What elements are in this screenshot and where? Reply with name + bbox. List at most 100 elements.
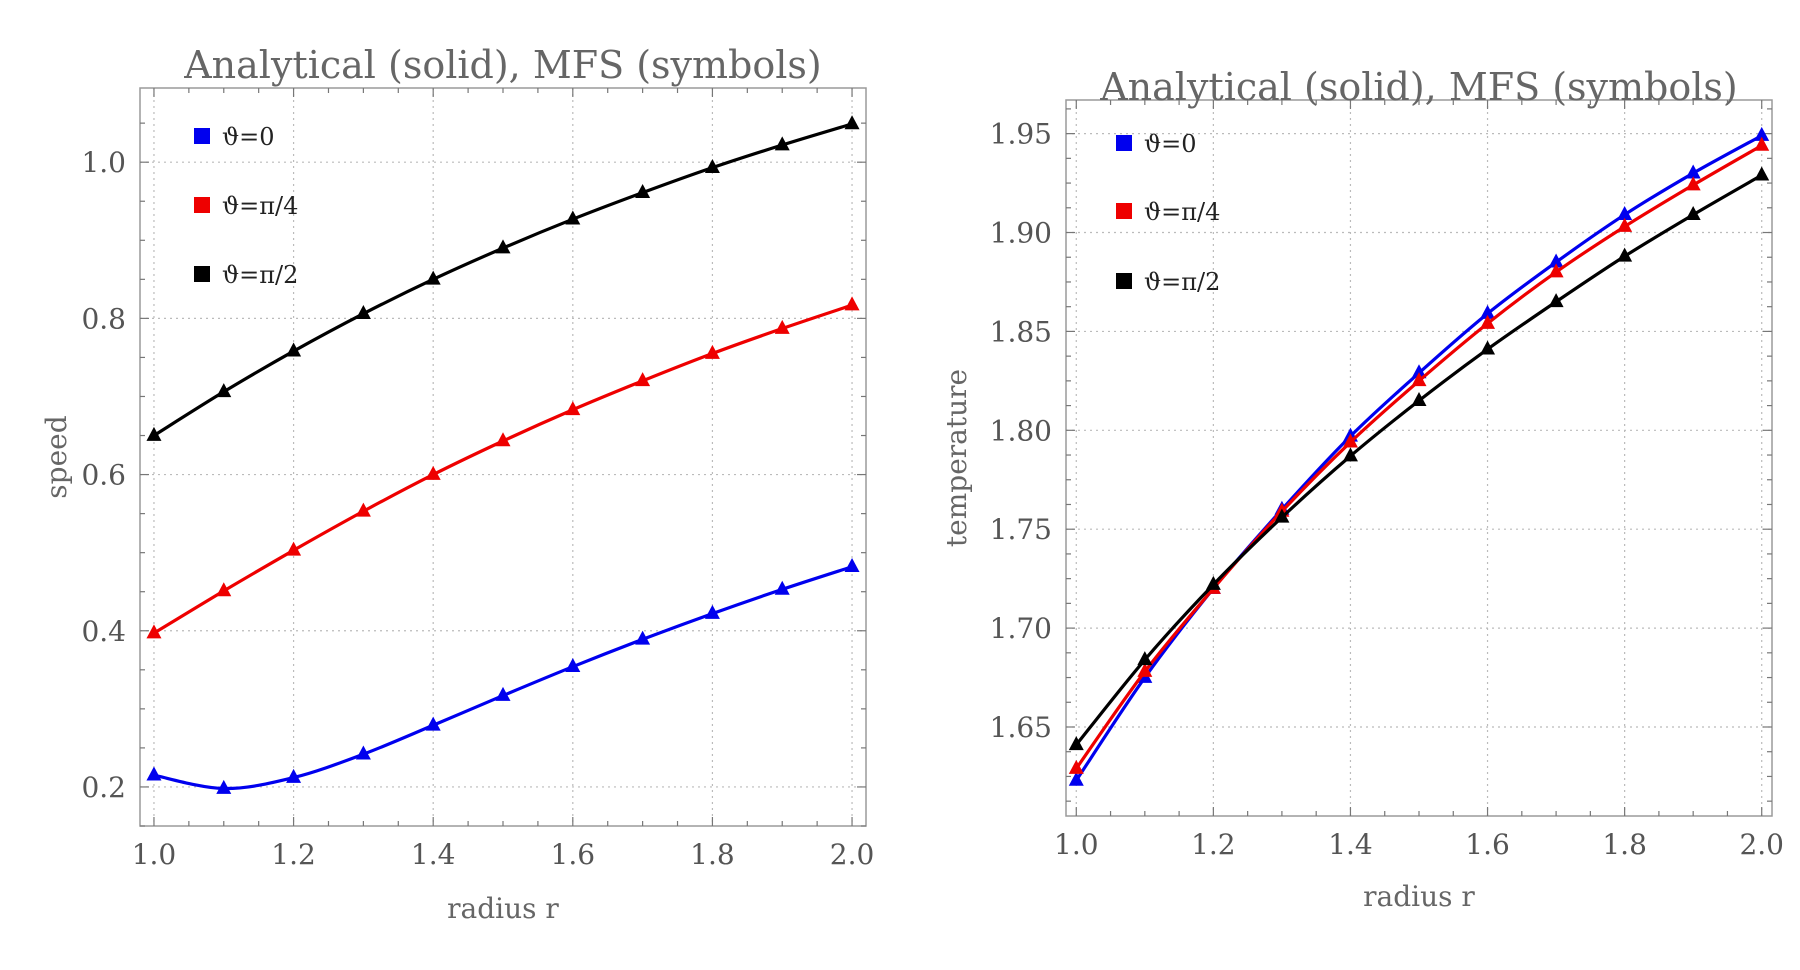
data-point-marker <box>1754 166 1770 181</box>
y-tick-label: 0.6 <box>81 459 126 492</box>
x-tick-label: 1.0 <box>1054 828 1099 861</box>
data-point-marker <box>1411 372 1427 387</box>
y-tick-label: 0.8 <box>81 302 126 335</box>
data-point-marker <box>844 558 860 573</box>
data-point-marker <box>704 604 720 619</box>
x-tick-label: 1.2 <box>1191 828 1236 861</box>
legend-swatch <box>1116 273 1132 289</box>
data-point-marker <box>1068 759 1084 774</box>
data-point-marker <box>774 319 790 334</box>
legend-swatch <box>194 266 210 282</box>
data-point-marker <box>355 305 371 320</box>
data-point-marker <box>1480 314 1496 329</box>
data-point-marker <box>1754 136 1770 151</box>
data-point-marker <box>1548 293 1564 308</box>
y-tick-label: 1.95 <box>990 118 1052 151</box>
data-point-marker <box>1685 206 1701 221</box>
data-point-marker <box>216 383 232 398</box>
data-point-marker <box>635 372 651 387</box>
series-line <box>153 303 853 635</box>
data-point-marker <box>146 426 162 441</box>
data-point-marker <box>635 183 651 198</box>
data-point-marker <box>286 342 302 357</box>
data-point-marker <box>1480 340 1496 355</box>
x-tick-label: 1.8 <box>1602 828 1647 861</box>
y-tick-label: 1.70 <box>990 612 1052 645</box>
data-point-marker <box>146 766 162 781</box>
legend-swatch <box>1116 135 1132 151</box>
data-point-marker <box>1137 662 1153 677</box>
y-tick-label: 1.85 <box>990 315 1052 348</box>
data-point-marker <box>844 115 860 130</box>
series-line <box>1074 144 1763 770</box>
data-point-marker <box>1617 217 1633 232</box>
x-axis-label: radius r <box>447 892 559 925</box>
data-point-marker <box>565 210 581 225</box>
data-point-marker <box>1205 575 1221 590</box>
chart-title: Analytical (solid), MFS (symbols) <box>183 43 822 87</box>
legend-label: ϑ=0 <box>222 123 275 151</box>
data-point-marker <box>1274 508 1290 523</box>
legend-label: ϑ=π/2 <box>222 261 298 289</box>
legend-label: ϑ=π/4 <box>222 192 298 220</box>
data-point-marker <box>216 582 232 597</box>
data-point-marker <box>1754 126 1770 141</box>
data-point-marker <box>1411 391 1427 406</box>
data-point-marker <box>565 658 581 673</box>
y-axis-label: speed <box>40 415 73 498</box>
data-point-marker <box>1617 206 1633 221</box>
x-tick-label: 1.4 <box>1328 828 1373 861</box>
data-point-marker <box>286 541 302 556</box>
legend-swatch <box>194 128 210 144</box>
y-axis-label: temperature <box>940 369 973 547</box>
data-point-marker <box>216 779 232 794</box>
data-point-marker <box>425 716 441 731</box>
legend-swatch <box>1116 203 1132 219</box>
x-axis-label: radius r <box>1363 880 1475 913</box>
data-point-marker <box>844 296 860 311</box>
y-tick-label: 1.75 <box>990 513 1052 546</box>
x-tick-label: 2.0 <box>830 838 875 871</box>
data-point-marker <box>1480 304 1496 319</box>
legend-label: ϑ=π/2 <box>1144 268 1220 296</box>
data-point-marker <box>635 630 651 645</box>
legend-label: ϑ=0 <box>1144 130 1197 158</box>
y-tick-label: 1.65 <box>990 711 1052 744</box>
data-point-marker <box>1685 176 1701 191</box>
x-tick-label: 2.0 <box>1739 828 1784 861</box>
data-point-marker <box>286 768 302 783</box>
data-point-marker <box>1548 253 1564 268</box>
data-point-marker <box>495 432 511 447</box>
y-tick-label: 0.2 <box>81 771 126 804</box>
data-point-marker <box>495 686 511 701</box>
data-point-marker <box>1342 447 1358 462</box>
series-line <box>1075 173 1763 746</box>
legend-label: ϑ=π/4 <box>1144 198 1220 226</box>
speed-chart: 1.0 1.2 1.4 1.6 1.8 2.0 0.2 0.4 0.6 0.8 1.0 Analyti… <box>40 43 874 925</box>
x-tick-label: 1.0 <box>132 838 177 871</box>
x-tick-label: 1.2 <box>271 838 316 871</box>
y-tick-label: 0.4 <box>81 615 126 648</box>
temperature-chart: 1.0 1.2 1.4 1.6 1.8 2.0 1.65 1.70 1.75 1.80 1.85 1.… <box>940 65 1784 913</box>
series-line <box>1074 134 1763 782</box>
data-point-marker <box>1068 736 1084 751</box>
data-point-marker <box>1068 771 1084 786</box>
data-point-marker <box>1342 433 1358 448</box>
y-tick-label: 1.90 <box>990 217 1052 250</box>
x-tick-label: 1.6 <box>551 838 596 871</box>
y-tick-label: 1.80 <box>990 414 1052 447</box>
data-point-marker <box>704 158 720 173</box>
data-point-marker <box>1411 364 1427 379</box>
data-point-marker <box>774 136 790 151</box>
series-line <box>153 565 853 791</box>
x-tick-label: 1.4 <box>411 838 456 871</box>
chart-title: Analytical (solid), MFS (symbols) <box>1099 65 1738 109</box>
data-point-marker <box>774 580 790 595</box>
data-point-marker <box>425 465 441 480</box>
data-point-marker <box>495 239 511 254</box>
data-point-marker <box>355 745 371 760</box>
x-tick-label: 1.8 <box>690 838 735 871</box>
data-point-marker <box>355 502 371 517</box>
data-point-marker <box>1137 651 1153 666</box>
data-point-marker <box>1548 263 1564 278</box>
